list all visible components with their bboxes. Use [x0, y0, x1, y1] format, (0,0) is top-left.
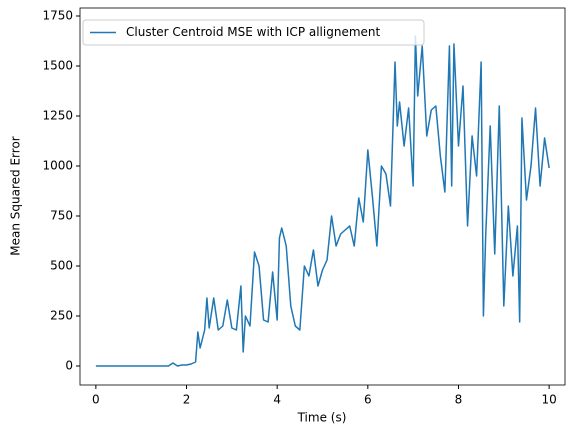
x-tick-label: 10: [541, 393, 556, 407]
legend-label: Cluster Centroid MSE with ICP allignemen…: [126, 25, 381, 39]
y-tick-label: 750: [50, 209, 73, 223]
y-tick-label: 1000: [42, 159, 73, 173]
y-axis-label: Mean Squared Error: [9, 136, 23, 256]
x-tick-label: 0: [92, 393, 100, 407]
legend-box: [82, 19, 425, 46]
x-axis-label: Time (s): [297, 411, 347, 425]
x-tick-label: 2: [183, 393, 191, 407]
x-tick-label: 6: [364, 393, 372, 407]
y-tick-label: 250: [50, 309, 73, 323]
y-tick-label: 1250: [42, 109, 73, 123]
x-tick-label: 8: [455, 393, 463, 407]
y-tick-label: 500: [50, 259, 73, 273]
y-tick-label: 0: [65, 359, 73, 373]
x-tick-label: 4: [273, 393, 281, 407]
y-tick-label: 1500: [42, 59, 73, 73]
axes-frame: [79, 7, 566, 386]
series-line: [95, 35, 550, 367]
y-tick-label: 1750: [42, 9, 73, 23]
